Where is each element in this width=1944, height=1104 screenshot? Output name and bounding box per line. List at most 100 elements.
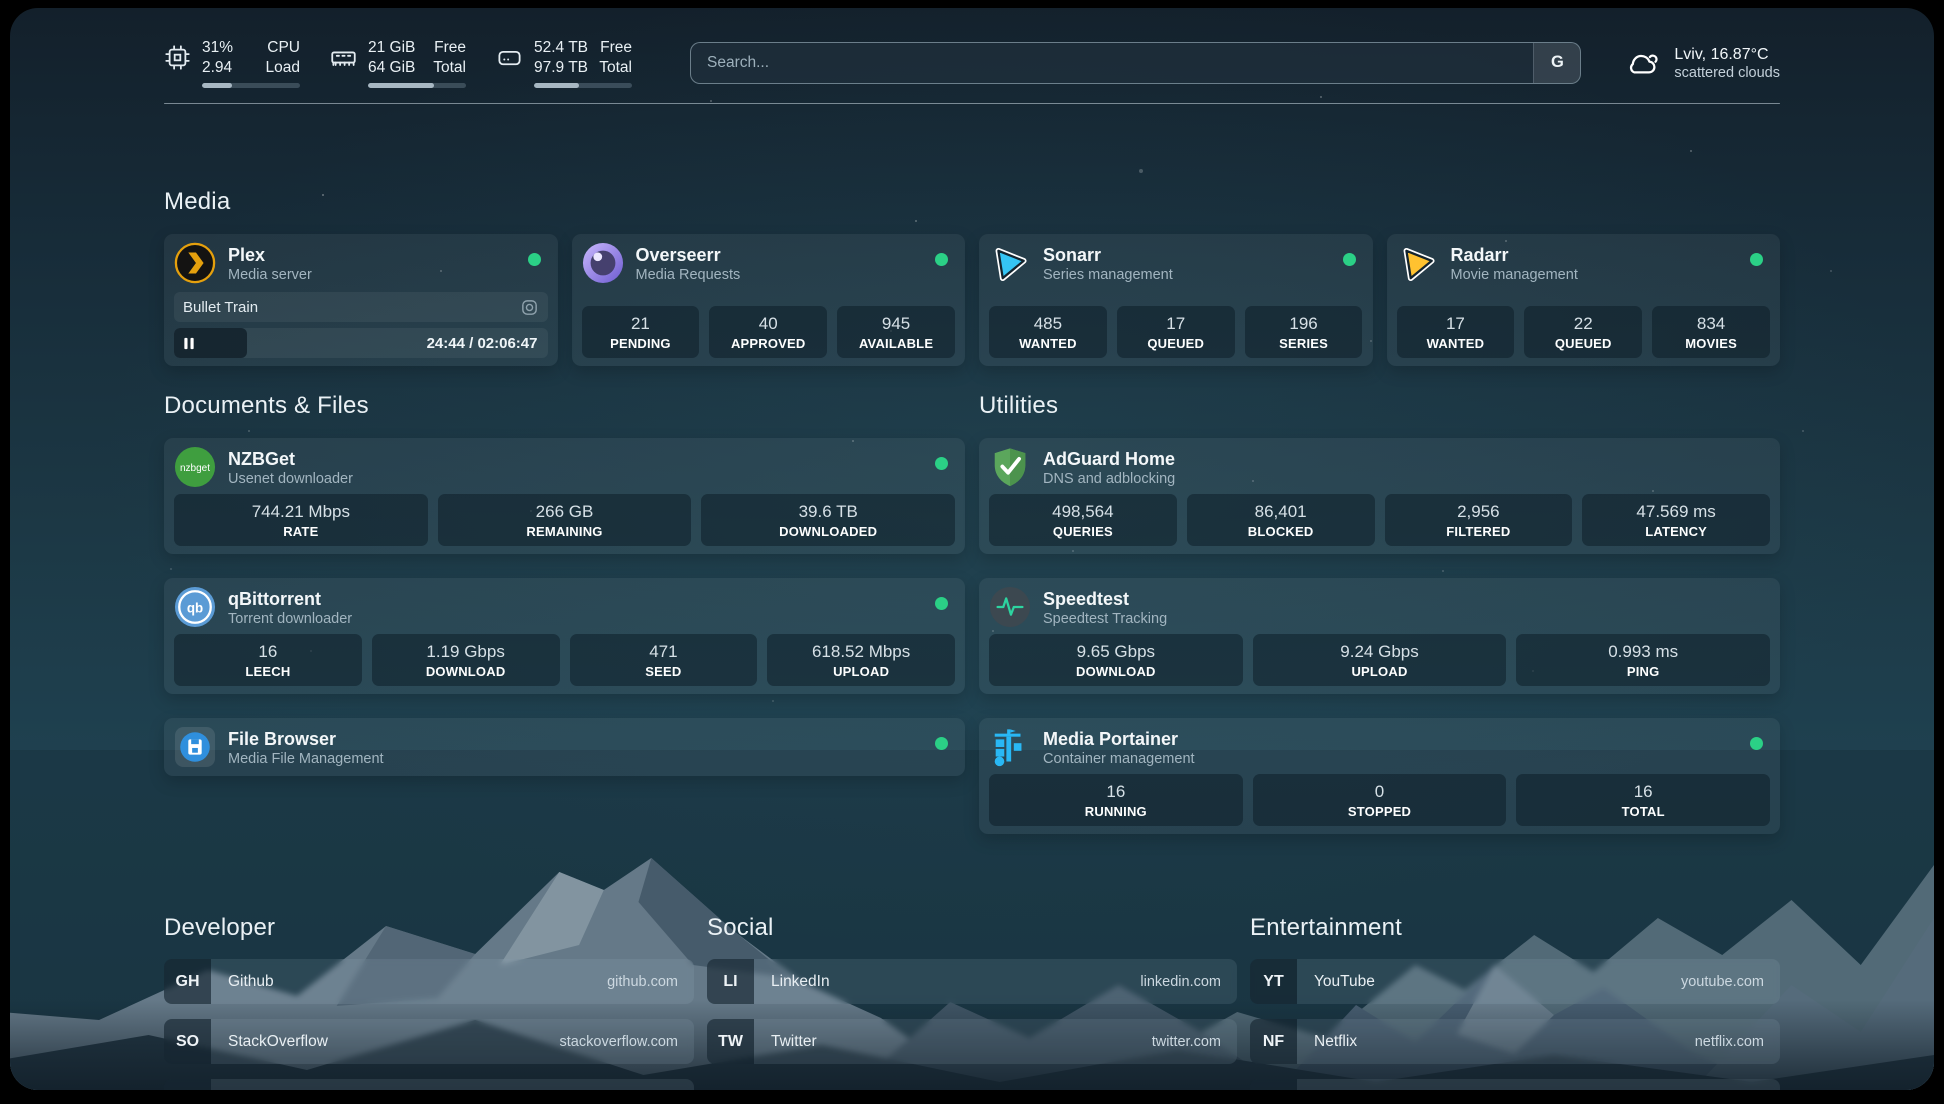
disk-free-value: 52.4 TB xyxy=(534,39,589,56)
bookmark-reddit[interactable]: RE Reddit reddit.com xyxy=(1250,1079,1780,1090)
service-card-qbittorrent[interactable]: qb qBittorrent Torrent downloader 16 LEE… xyxy=(164,578,965,695)
stat-pending: 21 PENDING xyxy=(581,306,700,359)
stat-download: 1.19 Gbps DOWNLOAD xyxy=(371,634,560,687)
stat-stopped: 0 STOPPED xyxy=(1252,774,1507,827)
service-card-adguard[interactable]: AdGuard Home DNS and adblocking 498,564 … xyxy=(979,438,1780,555)
disk-progress-fill xyxy=(534,82,580,88)
service-description: Media server xyxy=(228,267,312,284)
sonarr-icon xyxy=(995,248,1027,282)
disk-icon xyxy=(498,50,521,66)
status-dot xyxy=(935,737,948,751)
bookmark-netflix[interactable]: NF Netflix netflix.com xyxy=(1250,1019,1780,1065)
cpu-progress-fill xyxy=(202,82,233,88)
status-dot xyxy=(935,253,948,267)
service-card-radarr[interactable]: Radarr Movie management 17 WANTED 22 QUE… xyxy=(1386,234,1780,367)
bookmark-abbr: YT xyxy=(1250,959,1297,1005)
memory-progress-track xyxy=(368,82,466,88)
utilities-column: Utilities AdGuard Home DNS and adblockin… xyxy=(979,392,1780,858)
disk-resource-widget: 52.4 TB Free 97.9 TB Total xyxy=(496,38,632,88)
bookmark-url: github.com xyxy=(607,973,678,990)
bookmark-name: Reddit xyxy=(1297,1079,1696,1090)
adguard-icon xyxy=(994,448,1026,487)
bookmark-name: StackOverflow xyxy=(228,1032,328,1050)
stat-wanted: 485 WANTED xyxy=(989,306,1107,359)
top-bar: 31% CPU 2.94 Load xyxy=(164,38,1780,88)
documents-column: Documents & Files nzbget NZBGet Usenet d… xyxy=(164,392,965,858)
stat-series: 196 SERIES xyxy=(1244,306,1363,359)
weather-condition: scattered clouds xyxy=(1674,65,1780,82)
bookmark-url: linkedin.com xyxy=(1140,973,1221,990)
bookmark-name: Github xyxy=(228,972,274,990)
service-title[interactable]: Overseerr xyxy=(635,244,721,265)
service-title[interactable]: qBittorrent xyxy=(228,588,321,609)
service-card-overseerr[interactable]: Overseerr Media Requests 21 PENDING 40 A… xyxy=(571,234,965,367)
service-card-sonarr[interactable]: Sonarr Series management 485 WANTED 17 Q… xyxy=(979,234,1373,367)
background-tint xyxy=(10,8,1934,1090)
stat-queued: 17 QUEUED xyxy=(1116,306,1235,359)
status-dot xyxy=(527,253,541,267)
service-title[interactable]: AdGuard Home xyxy=(1043,448,1176,469)
bookmark-group-social: Social LI LinkedIn linkedin.com TW Twitt… xyxy=(707,914,1237,1090)
section-title-social: Social xyxy=(707,914,774,942)
bookmark-url: youtube.com xyxy=(1680,973,1764,990)
section-title-utilities: Utilities xyxy=(979,392,1059,420)
service-card-speedtest[interactable]: Speedtest Speedtest Tracking 9.65 Gbps D… xyxy=(979,578,1780,695)
stat-upload: 618.52 Mbps UPLOAD xyxy=(767,634,955,687)
cloud-icon xyxy=(1630,54,1659,74)
stat-rate: 744.21 Mbps RATE xyxy=(174,494,428,547)
service-description: Usenet downloader xyxy=(228,471,353,488)
stat-queued: 22 QUEUED xyxy=(1524,306,1643,359)
service-title[interactable]: Speedtest xyxy=(1043,588,1130,609)
search-provider-button[interactable]: G xyxy=(1533,42,1581,83)
disk-free-label: Free xyxy=(600,39,632,56)
bookmark-name: Netflix xyxy=(1314,1032,1358,1050)
stat-seed: 471 SEED xyxy=(569,634,758,687)
bookmark-linkedin[interactable]: LI LinkedIn linkedin.com xyxy=(707,959,1237,1005)
memory-free-value: 21 GiB xyxy=(368,39,416,56)
disk-progress-track xyxy=(534,82,632,88)
portainer-icon xyxy=(994,729,1022,767)
bookmark-name: YouTube xyxy=(1314,972,1375,990)
service-card-nzbget[interactable]: nzbget NZBGet Usenet downloader 744.21 M… xyxy=(164,438,965,555)
search-input[interactable] xyxy=(691,42,1534,83)
bookmark-youtube[interactable]: YT YouTube youtube.com xyxy=(1250,959,1780,1005)
bookmark-group-entertainment: Entertainment YT YouTube youtube.com NF … xyxy=(1250,914,1780,1090)
service-description: Movie management xyxy=(1450,267,1578,284)
service-description: Media File Management xyxy=(228,751,384,768)
service-title[interactable]: Plex xyxy=(228,244,266,265)
status-dot xyxy=(1750,253,1763,267)
nzbget-icon: nzbget xyxy=(174,447,216,488)
search-bar[interactable]: G xyxy=(690,41,1582,84)
stat-ping: 0.993 ms PING xyxy=(1516,634,1771,687)
service-title[interactable]: Radarr xyxy=(1450,244,1509,265)
service-title[interactable]: File Browser xyxy=(228,728,337,749)
service-title[interactable]: Media Portainer xyxy=(1043,728,1179,749)
service-title[interactable]: Sonarr xyxy=(1043,244,1102,265)
pause-icon xyxy=(184,337,194,349)
status-dot xyxy=(1750,737,1763,751)
svg-text:qb: qb xyxy=(187,601,203,616)
dashboard-page: 31% CPU 2.94 Load xyxy=(10,8,1934,1090)
bookmark-abbr: RE xyxy=(1250,1079,1297,1090)
memory-icon xyxy=(331,51,356,66)
bookmark-dev[interactable]: DT DEV dev.to xyxy=(164,1079,694,1090)
bookmark-stackoverflow[interactable]: SO StackOverflow stackoverflow.com xyxy=(164,1019,694,1065)
cpu-load-value: 2.94 xyxy=(202,59,233,77)
stat-queries: 498,564 QUERIES xyxy=(989,494,1177,547)
stat-remaining: 266 GB REMAINING xyxy=(437,494,692,547)
bookmark-abbr: SO xyxy=(164,1019,211,1065)
service-card-portainer[interactable]: Media Portainer Container management 16 … xyxy=(979,718,1780,835)
stat-filtered: 2,956 FILTERED xyxy=(1384,494,1573,547)
service-card-filebrowser[interactable]: File Browser Media File Management xyxy=(164,718,965,777)
service-title[interactable]: NZBGet xyxy=(228,448,295,469)
overseerr-icon xyxy=(582,243,623,284)
radarr-icon xyxy=(1403,248,1435,282)
service-card-plex[interactable]: Plex Media server Bullet Train xyxy=(164,234,558,367)
filebrowser-icon xyxy=(174,727,216,768)
bookmark-twitter[interactable]: TW Twitter twitter.com xyxy=(707,1019,1237,1065)
bookmark-github[interactable]: GH Github github.com xyxy=(164,959,694,1005)
cpu-progress-track xyxy=(202,82,300,88)
stat-available: 945 AVAILABLE xyxy=(837,306,955,359)
speedtest-icon xyxy=(989,587,1031,628)
bookmarks-area: Developer GH Github github.com SO StackO… xyxy=(164,914,1780,1090)
